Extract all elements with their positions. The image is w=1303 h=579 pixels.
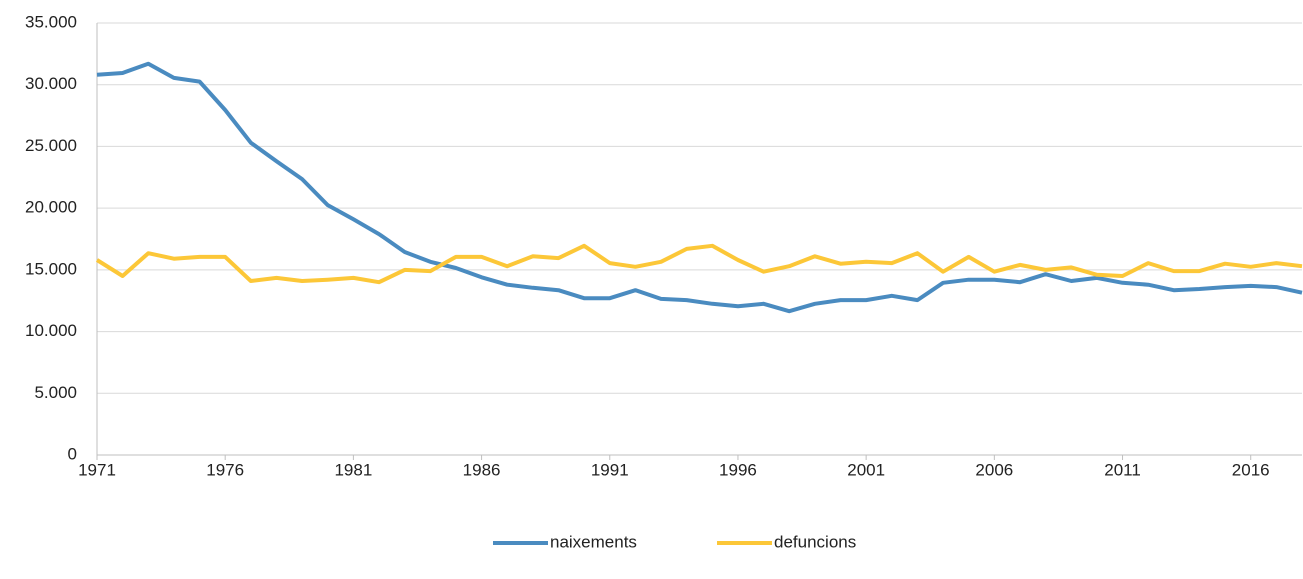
y-tick-label: 20.000 <box>25 198 77 217</box>
x-tick-label: 2011 <box>1104 460 1141 479</box>
legend-label: naixements <box>550 532 637 551</box>
series-line <box>96 61 1303 314</box>
x-tick-label: 1986 <box>463 460 501 479</box>
series-line <box>95 243 1303 285</box>
y-tick-label: 10.000 <box>25 321 77 340</box>
y-tick-label: 35.000 <box>25 12 77 31</box>
legend-label: defuncions <box>774 532 856 551</box>
y-tick-label: 25.000 <box>25 136 77 155</box>
x-tick-label: 1976 <box>206 460 244 479</box>
y-tick-label: 30.000 <box>25 74 77 93</box>
x-tick-label: 1991 <box>591 460 629 479</box>
x-tick-label: 1971 <box>78 460 116 479</box>
y-tick-label: 0 <box>68 444 77 463</box>
x-tick-label: 2016 <box>1232 460 1270 479</box>
x-tick-label: 2006 <box>975 460 1013 479</box>
y-tick-label: 15.000 <box>25 259 77 278</box>
x-tick-label: 1996 <box>719 460 757 479</box>
y-tick-label: 5.000 <box>34 383 77 402</box>
x-tick-label: 2001 <box>847 460 885 479</box>
x-tick-label: 1981 <box>334 460 372 479</box>
